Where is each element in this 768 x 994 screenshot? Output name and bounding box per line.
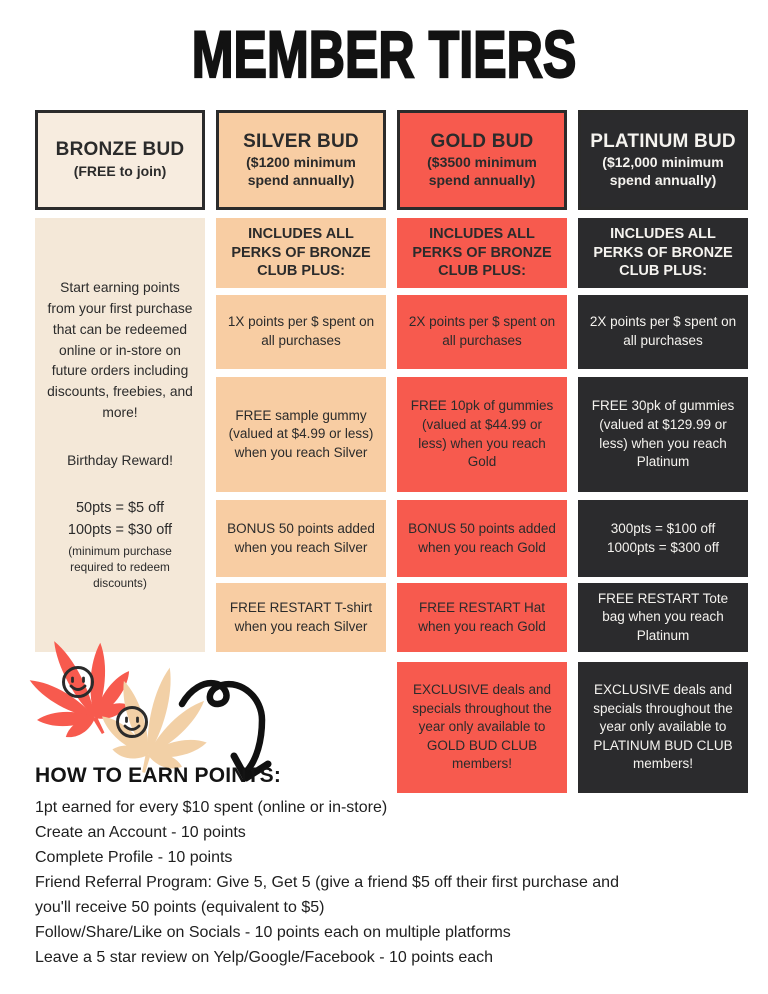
tier-column-gold: GOLD BUD ($3500 minimum spend annually) … (397, 110, 567, 793)
page-title-wrap: MEMBER TIERS (0, 17, 768, 91)
platinum-perk-cell-3: 300pts = $100 off 1000pts = $300 off (578, 500, 748, 577)
silver-perk-cell-2: FREE sample gummy (valued at $4.99 or le… (216, 377, 386, 492)
platinum-perk-cell-1: 2X points per $ spent on all purchases (578, 295, 748, 369)
page-title: MEMBER TIERS (191, 17, 577, 91)
tier-columns: BRONZE BUD (FREE to join) Start earning … (35, 110, 748, 793)
tier-column-platinum: PLATINUM BUD ($12,000 minimum spend annu… (578, 110, 748, 793)
bronze-minimum-note: (minimum purchase required to redeem dis… (68, 543, 172, 590)
tier-subtitle-silver: ($1200 minimum spend annually) (246, 154, 356, 188)
tier-header-bronze: BRONZE BUD (FREE to join) (35, 110, 205, 210)
bronze-redeem-rate-1: 50pts = $5 off (75, 500, 164, 517)
bronze-birthday-reward: Birthday Reward! (67, 453, 173, 469)
tier-subtitle-gold: ($3500 minimum spend annually) (427, 154, 537, 188)
bronze-redeem-rate-2: 100pts = $30 off (67, 522, 173, 539)
how-to-earn-section: HOW TO EARN POINTS: 1pt earned for every… (35, 764, 645, 970)
platinum-perks-header-cell: INCLUDES ALL PERKS OF BRONZE CLUB PLUS: (578, 218, 748, 288)
silver-perk-cell-1: 1X points per $ spent on all purchases (216, 295, 386, 369)
tier-name-gold: GOLD BUD (430, 130, 534, 152)
tier-subtitle-bronze: (FREE to join) (73, 163, 167, 180)
gold-perk-cell-5: EXCLUSIVE deals and specials throughout … (397, 662, 567, 793)
platinum-perk-cell-4: FREE RESTART Tote bag when you reach Pla… (578, 583, 748, 652)
tier-name-silver: SILVER BUD (243, 130, 359, 152)
gold-perk-cell-3: BONUS 50 points added when you reach Gol… (397, 500, 567, 577)
tier-name-bronze: BRONZE BUD (55, 139, 185, 161)
silver-perks-header-cell: INCLUDES ALL PERKS OF BRONZE CLUB PLUS: (216, 218, 386, 288)
tier-header-gold: GOLD BUD ($3500 minimum spend annually) (397, 110, 567, 210)
tier-name-platinum: PLATINUM BUD (590, 130, 736, 152)
platinum-perk-cell-2: FREE 30pk of gummies (valued at $129.99 … (578, 377, 748, 492)
platinum-perk-cell-5: EXCLUSIVE deals and specials throughout … (578, 662, 748, 793)
earn-item-1: 1pt earned for every $10 spent (online o… (35, 799, 388, 816)
gold-perk-cell-4: FREE RESTART Hat when you reach Gold (397, 583, 567, 652)
silver-perk-cell-3: BONUS 50 points added when you reach Sil… (216, 500, 386, 577)
tier-header-platinum: PLATINUM BUD ($12,000 minimum spend annu… (578, 110, 748, 210)
earn-item-6: Leave a 5 star review on Yelp/Google/Fac… (35, 949, 494, 966)
gold-perks-header-cell: INCLUDES ALL PERKS OF BRONZE CLUB PLUS: (397, 218, 567, 288)
gold-perk-cell-2: FREE 10pk of gummies (valued at $44.99 o… (397, 377, 567, 492)
bronze-redeem-rates: 50pts = $5 off 100pts = $30 off (68, 498, 172, 542)
gold-perk-cell-1: 2X points per $ spent on all purchases (397, 295, 567, 369)
earn-item-3: Complete Profile - 10 points (35, 849, 233, 866)
earn-item-2: Create an Account - 10 points (35, 824, 246, 841)
silver-perk-cell-4: FREE RESTART T-shirt when you reach Silv… (216, 583, 386, 652)
tier-column-silver: SILVER BUD ($1200 minimum spend annually… (216, 110, 386, 793)
bronze-intro-text: Start earning points from your first pur… (47, 280, 193, 420)
earn-heading: HOW TO EARN POINTS: (35, 764, 282, 787)
earn-item-5: Follow/Share/Like on Socials - 10 points… (35, 924, 511, 941)
earn-item-4: Friend Referral Program: Give 5, Get 5 (… (35, 874, 619, 916)
tier-subtitle-platinum: ($12,000 minimum spend annually) (602, 154, 724, 188)
tier-body-bronze: Start earning points from your first pur… (35, 218, 205, 652)
tier-header-silver: SILVER BUD ($1200 minimum spend annually… (216, 110, 386, 210)
tier-column-bronze: BRONZE BUD (FREE to join) Start earning … (35, 110, 205, 793)
